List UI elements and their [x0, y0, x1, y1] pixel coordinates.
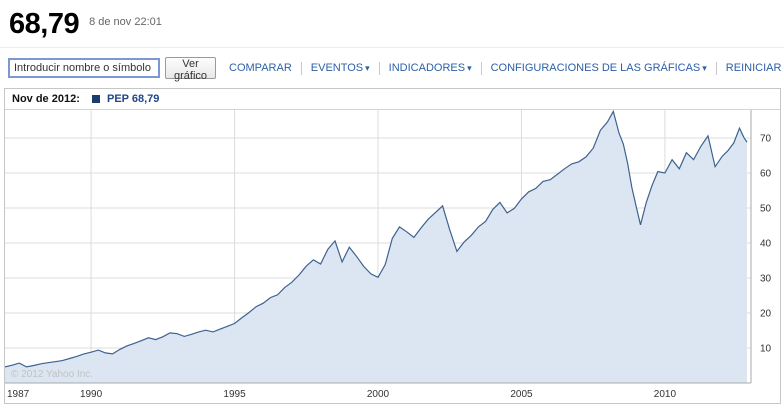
events-label: EVENTOS — [310, 62, 364, 74]
svg-text:70: 70 — [760, 134, 772, 145]
svg-text:10: 10 — [760, 344, 772, 355]
price-chart[interactable]: 10 20 30 40 50 60 70 1987 1990 1995 2000 2005 2010 ©… — [5, 110, 780, 402]
quote-timestamp: 8 de nov 22:01 — [89, 16, 162, 28]
chevron-down-icon: ▾ — [702, 63, 707, 73]
svg-text:20: 20 — [760, 309, 772, 320]
watermark: © 2012 Yahoo Inc. — [11, 369, 94, 380]
chart-legend: Nov de 2012: PEP 68,79 — [5, 89, 780, 110]
draw-chart-button[interactable]: Ver gráfico — [165, 57, 217, 82]
chevron-down-icon: ▾ — [467, 63, 472, 73]
svg-text:1990: 1990 — [80, 389, 103, 400]
svg-text:40: 40 — [760, 239, 772, 250]
indicators-label: INDICADORES — [388, 62, 466, 74]
symbol-input[interactable] — [8, 58, 160, 78]
toolbar-links: COMPARAR EVENTOS ▾ INDICADORES ▾ CONFIGURA… — [220, 61, 784, 75]
svg-text:30: 30 — [760, 274, 772, 285]
svg-text:2000: 2000 — [367, 389, 390, 400]
svg-text:50: 50 — [760, 204, 772, 215]
price-chart-svg: 10 20 30 40 50 60 70 1987 1990 1995 2000 2005 2010 — [5, 110, 772, 400]
chart-toolbar: Ver gráfico COMPARAR EVENTOS▾ INDICADORE… — [0, 48, 784, 88]
divider — [300, 61, 302, 75]
chart-settings-menu-button[interactable]: CONFIGURACIONES DE LAS GRÁFICAS ▾ — [482, 62, 716, 74]
hover-date-label: Nov de 2012: — [12, 93, 80, 105]
indicators-menu-button[interactable]: INDICADORES ▾ — [380, 62, 481, 74]
series-legend-label: PEP 68,79 — [107, 93, 160, 105]
svg-text:1987: 1987 — [7, 389, 30, 400]
svg-text:1995: 1995 — [223, 389, 246, 400]
divider — [480, 61, 482, 75]
quote-header: 68,79 8 de nov 22:01 — [0, 0, 784, 48]
divider — [715, 61, 717, 75]
compare-link[interactable]: COMPARAR — [220, 62, 301, 74]
divider — [378, 61, 380, 75]
compare-label: COMPARAR — [229, 62, 292, 74]
svg-text:2005: 2005 — [510, 389, 533, 400]
reset-label: REINICIAR — [725, 62, 782, 74]
svg-text:2010: 2010 — [654, 389, 677, 400]
current-price: 68,79 — [9, 8, 80, 40]
reset-link[interactable]: REINICIAR — [717, 62, 784, 74]
chart-settings-label: CONFIGURACIONES DE LAS GRÁFICAS — [490, 62, 701, 74]
chevron-down-icon: ▾ — [365, 63, 370, 73]
series-swatch — [91, 95, 100, 103]
svg-text:60: 60 — [760, 169, 772, 180]
events-menu-button[interactable]: EVENTOS ▾ — [302, 62, 379, 74]
chart-panel: Nov de 2012: PEP 68,79 10 20 30 40 50 60 70 198… — [4, 88, 781, 404]
